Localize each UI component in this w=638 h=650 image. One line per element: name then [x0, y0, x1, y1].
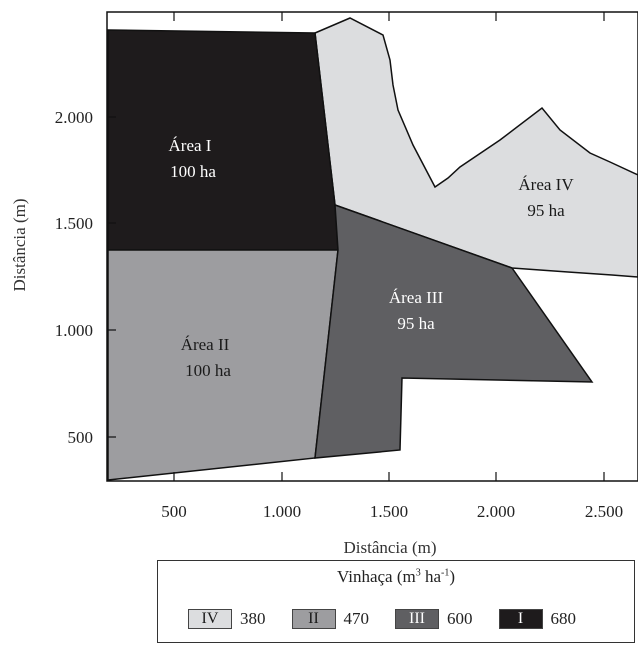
legend-item-ii: II 470 — [291, 609, 370, 629]
area-iii-polygon — [314, 203, 594, 459]
legend-value: 600 — [447, 609, 473, 628]
area-ii-size: 100 ha — [185, 361, 231, 380]
legend-item-iv: IV 380 — [188, 609, 266, 629]
legend-title: Vinhaça (m3 ha-1) — [336, 567, 456, 586]
area-iv-size: 95 ha — [527, 201, 565, 220]
legend-swatch: IV — [188, 609, 232, 629]
x-tick-label-500: 500 — [161, 502, 187, 521]
area-i-name: Área I — [169, 136, 212, 155]
x-ticks-top — [173, 12, 605, 21]
area-iii-size: 95 ha — [397, 314, 435, 333]
x-tick-label-2000: 2.000 — [477, 502, 515, 521]
legend-value: 470 — [343, 609, 370, 628]
y-tick-label-1000: 1.000 — [55, 321, 93, 340]
area-i-size: 100 ha — [170, 162, 216, 181]
legend-swatch: III — [395, 609, 439, 629]
legend-items: IV 380 II 470 III 600 I 680 — [188, 609, 576, 629]
area-ii-name: Área II — [181, 335, 230, 354]
y-tick-label-500: 500 — [68, 428, 94, 447]
x-tick-label-1000: 1.000 — [263, 502, 301, 521]
area-i-polygon — [107, 29, 339, 251]
area-iv-polygon — [314, 17, 638, 278]
y-ticks — [107, 116, 116, 438]
x-ticks-bottom — [173, 472, 605, 481]
x-axis-title: Distância (m) — [344, 538, 437, 557]
x-tick-label-1500: 1.500 — [370, 502, 408, 521]
y-tick-label-1500: 1.500 — [55, 214, 93, 233]
legend: Vinhaça (m3 ha-1) IV 380 II 470 III 600 … — [157, 560, 635, 643]
area-map: 500 1.000 1.500 2.000 2.500 500 1.000 1.… — [10, 11, 638, 557]
legend-swatch: II — [291, 609, 336, 629]
plot-frame — [106, 11, 638, 482]
x-tick-label-2500: 2.500 — [585, 502, 623, 521]
area-iii-name: Área III — [389, 288, 444, 307]
legend-swatch: I — [498, 609, 543, 629]
y-tick-label-2000: 2.000 — [55, 108, 93, 127]
legend-value: 680 — [550, 609, 577, 628]
legend-value: 380 — [240, 609, 266, 628]
legend-item-iii: III 600 — [395, 609, 473, 629]
area-iv-name: Área IV — [518, 175, 574, 194]
y-axis-title: Distância (m) — [10, 199, 29, 292]
legend-item-i: I 680 — [498, 609, 577, 629]
